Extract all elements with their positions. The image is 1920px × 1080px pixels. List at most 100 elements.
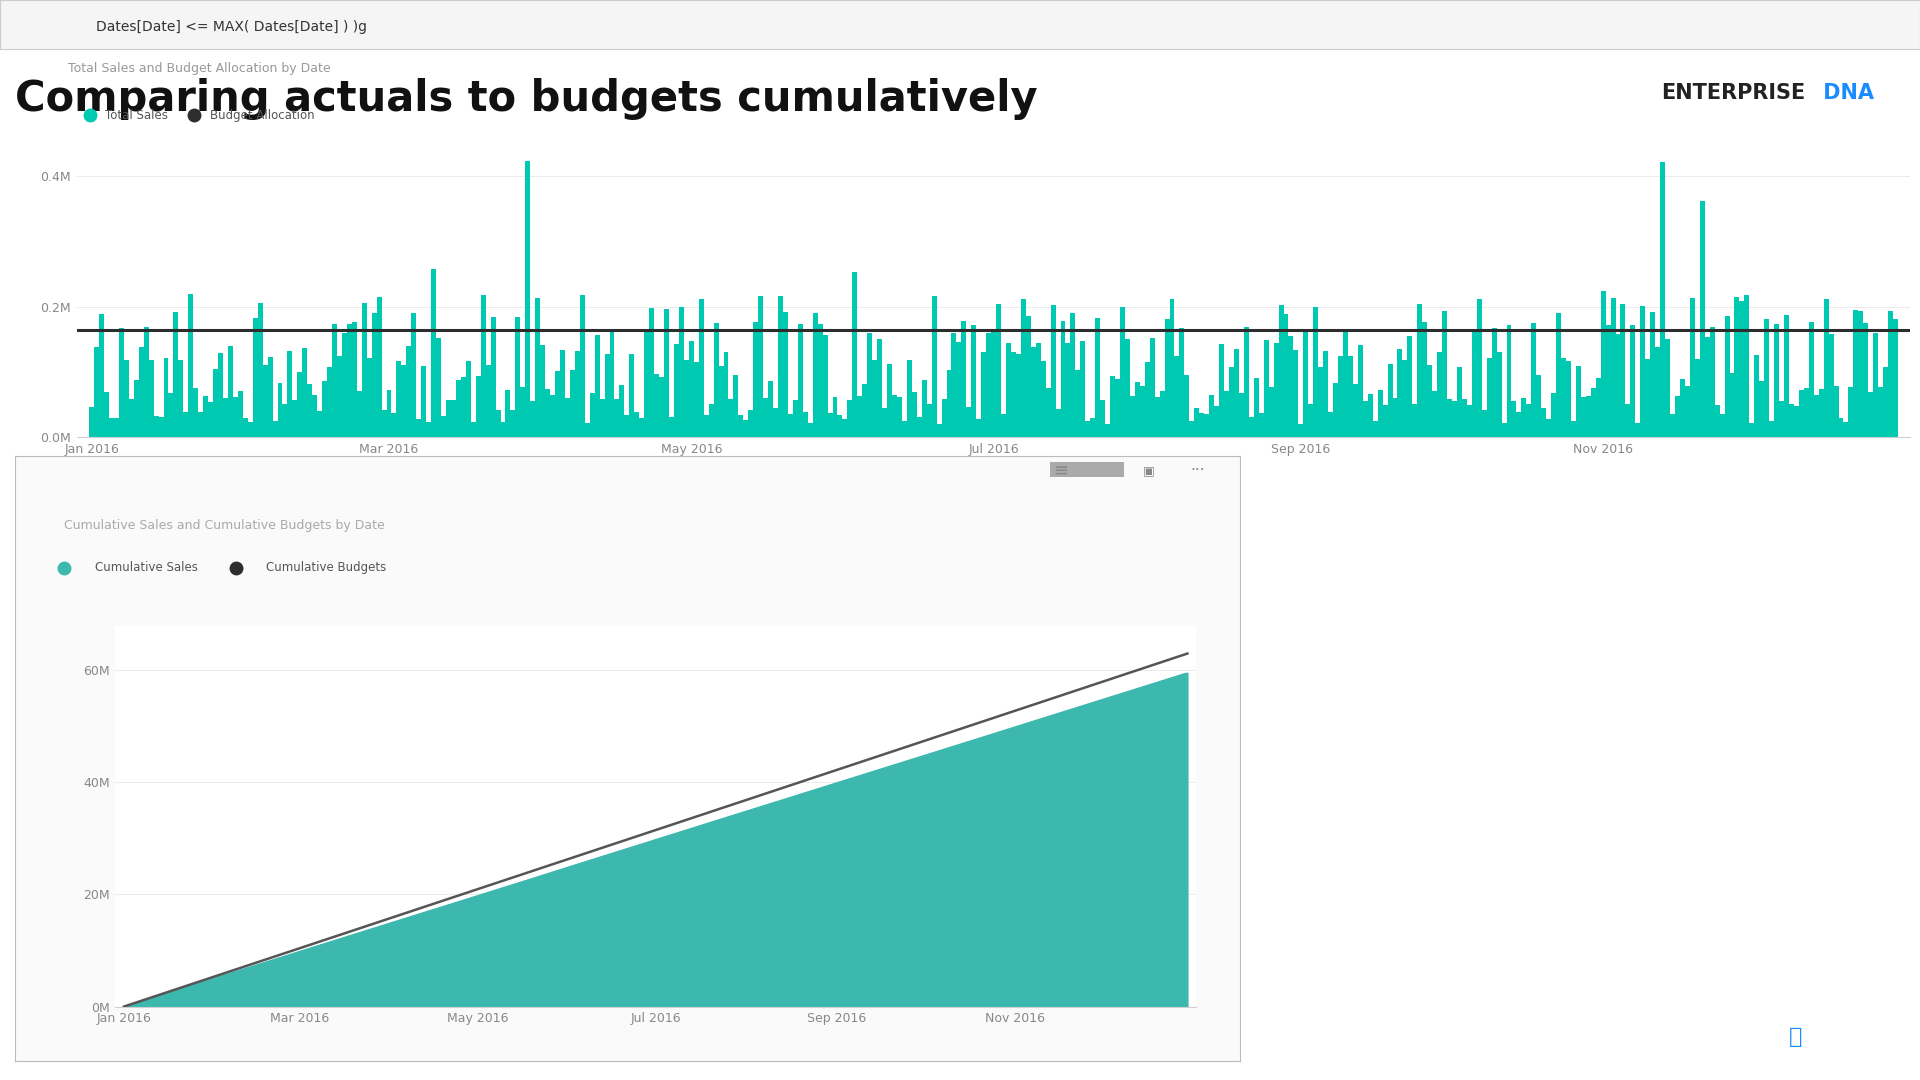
Bar [639, 418, 645, 437]
Bar [1194, 408, 1200, 437]
Bar [1862, 323, 1868, 437]
Bar [937, 423, 941, 437]
Bar [799, 324, 803, 437]
Bar [768, 381, 774, 437]
Bar [1567, 362, 1571, 437]
Bar [1859, 311, 1862, 437]
Bar [1640, 307, 1645, 437]
Bar [549, 395, 555, 437]
Bar [1006, 343, 1012, 437]
Bar [1238, 393, 1244, 437]
Bar [1768, 420, 1774, 437]
Bar [338, 355, 342, 437]
Bar [1868, 392, 1874, 437]
Bar [1709, 327, 1715, 437]
Bar [540, 345, 545, 437]
Bar [1496, 352, 1501, 437]
Bar [1740, 301, 1745, 437]
Bar [1035, 342, 1041, 437]
Bar [1814, 394, 1818, 437]
Bar [574, 351, 580, 437]
Bar [1382, 405, 1388, 437]
Bar [589, 393, 595, 437]
Bar [1407, 336, 1413, 437]
Bar [1546, 419, 1551, 437]
Bar [1461, 399, 1467, 437]
Bar [1313, 307, 1319, 437]
Bar [787, 414, 793, 437]
Text: Cumulative Budgets: Cumulative Budgets [267, 562, 386, 575]
Bar [803, 413, 808, 437]
Bar [526, 161, 530, 437]
Bar [624, 415, 630, 437]
Bar [1799, 390, 1805, 437]
Bar [987, 334, 991, 437]
Bar [1116, 379, 1119, 437]
Bar [852, 272, 858, 437]
Bar [1081, 341, 1085, 437]
Bar [323, 380, 326, 437]
Bar [1586, 396, 1592, 437]
Bar [1686, 386, 1690, 437]
Bar [793, 400, 799, 437]
Bar [1060, 321, 1066, 437]
Bar [1759, 380, 1764, 437]
Bar [893, 395, 897, 437]
Bar [818, 324, 822, 437]
Bar [1501, 423, 1507, 437]
Bar [1188, 421, 1194, 437]
Bar [1338, 356, 1342, 437]
Bar [204, 396, 207, 437]
Bar [1764, 320, 1768, 437]
Bar [1661, 162, 1665, 437]
Bar [1388, 364, 1392, 437]
Bar [1734, 297, 1740, 437]
Bar [1091, 418, 1094, 437]
Bar [313, 395, 317, 437]
Bar [868, 333, 872, 437]
Bar [649, 308, 655, 437]
Bar [762, 399, 768, 437]
Bar [1615, 334, 1620, 437]
Bar [714, 323, 718, 437]
Bar [1332, 383, 1338, 437]
Bar [1041, 361, 1046, 437]
Bar [470, 421, 476, 437]
Bar [125, 360, 129, 437]
Bar [301, 348, 307, 437]
Bar [680, 308, 684, 437]
Bar [396, 361, 401, 437]
Bar [1150, 338, 1154, 437]
Bar [138, 347, 144, 437]
Bar [718, 366, 724, 437]
Bar [426, 421, 432, 437]
Bar [1175, 356, 1179, 437]
Bar [411, 313, 417, 437]
Bar [242, 418, 248, 437]
Bar [182, 411, 188, 437]
Bar [536, 298, 540, 437]
Bar [922, 380, 927, 437]
Bar [962, 321, 966, 437]
Bar [1730, 374, 1734, 437]
Bar [991, 332, 996, 437]
Bar [1000, 414, 1006, 437]
Bar [1665, 339, 1670, 437]
Bar [586, 423, 589, 437]
Bar [1674, 395, 1680, 437]
Bar [952, 334, 956, 437]
Text: Cumulative Sales: Cumulative Sales [94, 562, 198, 575]
Bar [561, 350, 564, 437]
Bar [232, 397, 238, 437]
Bar [1655, 347, 1661, 437]
Bar [1154, 397, 1160, 437]
Bar [1392, 399, 1398, 437]
Bar [148, 361, 154, 437]
Bar [1263, 340, 1269, 437]
Bar [223, 399, 228, 437]
Bar [927, 404, 931, 437]
Bar [630, 354, 634, 437]
Bar [1016, 353, 1021, 437]
Bar [1413, 404, 1417, 437]
Bar [812, 313, 818, 437]
